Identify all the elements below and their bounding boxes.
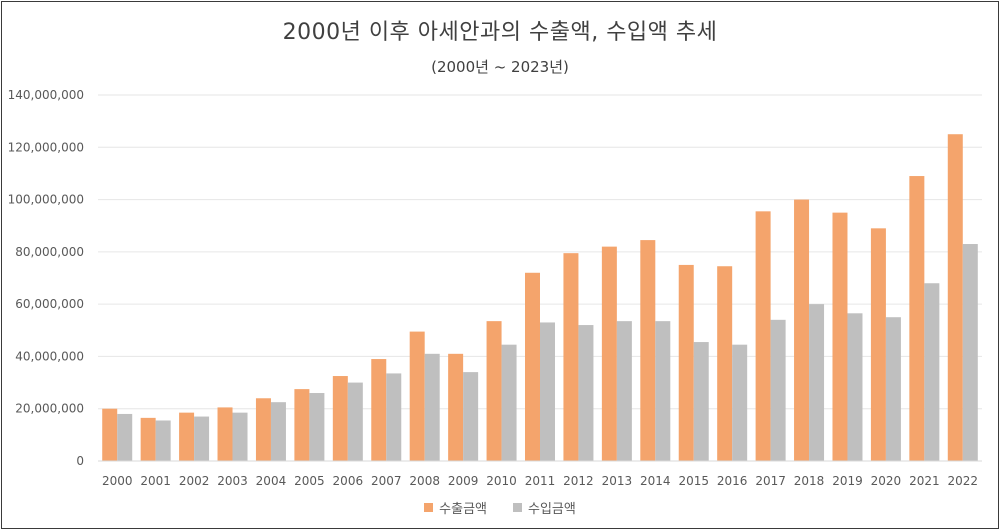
y-tick-label: 100,000,000 (8, 193, 84, 207)
legend-swatch-export (424, 503, 434, 512)
x-tick-label: 2022 (948, 474, 979, 488)
bar-export (909, 176, 925, 462)
bar-import (270, 402, 286, 461)
bar-import (347, 382, 363, 461)
legend-item-export: 수출금액 (424, 498, 487, 517)
x-tick-label: 2008 (409, 474, 440, 488)
legend-item-import: 수입금액 (513, 498, 576, 517)
bar-export (678, 264, 694, 461)
bar-import (578, 325, 594, 461)
x-tick-label: 2006 (333, 474, 364, 488)
bar-import (117, 413, 133, 461)
chart-legend: 수출금액 수입금액 (0, 498, 1000, 517)
bar-export (870, 228, 886, 461)
x-tick-label: 2004 (256, 474, 287, 488)
x-tick-label: 2000 (102, 474, 133, 488)
bar-export (832, 212, 848, 461)
bar-import (155, 420, 171, 461)
x-tick-label: 2021 (909, 474, 940, 488)
bar-export (717, 266, 733, 461)
chart-subtitle: (2000년 ~ 2023년) (431, 58, 569, 76)
bar-import (194, 416, 210, 461)
bar-export (486, 321, 502, 461)
bar-import (501, 344, 517, 461)
y-tick-label: 120,000,000 (8, 140, 84, 154)
x-tick-label: 2005 (294, 474, 325, 488)
bar-export (563, 253, 579, 461)
bar-export (294, 389, 310, 461)
bar-import (809, 304, 825, 461)
x-tick-label: 2015 (678, 474, 709, 488)
bar-import (924, 283, 940, 461)
x-tick-label: 2013 (602, 474, 633, 488)
bar-import (885, 317, 901, 461)
x-tick-label: 2001 (140, 474, 171, 488)
bar-import (463, 372, 479, 461)
bar-import (655, 321, 671, 461)
x-tick-label: 2003 (217, 474, 248, 488)
legend-label-export: 수출금액 (439, 502, 487, 517)
x-tick-label: 2014 (640, 474, 671, 488)
bar-export (448, 353, 464, 461)
bar-import (962, 244, 978, 461)
bar-export (601, 246, 617, 461)
y-tick-label: 140,000,000 (8, 88, 84, 102)
x-tick-label: 2002 (179, 474, 210, 488)
bar-export (640, 240, 656, 461)
legend-swatch-import (513, 503, 522, 512)
bar-export (371, 359, 387, 461)
chart-title: 2000년 이후 아세안과의 수출액, 수입액 추세 (282, 20, 718, 45)
bar-export (140, 417, 156, 461)
bar-import (732, 344, 748, 461)
bar-import (386, 373, 402, 461)
bar-import (540, 322, 555, 461)
y-tick-label: 40,000,000 (15, 349, 84, 363)
x-tick-label: 2016 (717, 474, 748, 488)
bar-export (255, 398, 271, 461)
bar-export (525, 272, 540, 461)
x-tick-label: 2019 (832, 474, 863, 488)
bar-export (179, 412, 195, 461)
y-tick-label: 0 (76, 454, 84, 468)
bar-export (755, 211, 771, 461)
x-tick-label: 2009 (448, 474, 479, 488)
bar-import (847, 313, 863, 461)
bar-export (794, 199, 810, 462)
x-tick-label: 2017 (755, 474, 786, 488)
bar-export (409, 331, 425, 461)
bar-import (424, 353, 440, 461)
bar-export (332, 376, 348, 461)
bar-import (770, 319, 786, 461)
y-tick-label: 60,000,000 (15, 297, 84, 311)
legend-label-import: 수입금액 (528, 502, 576, 517)
bar-export (102, 408, 118, 461)
bar-import (616, 321, 632, 461)
x-tick-label: 2011 (525, 474, 556, 488)
x-tick-label: 2012 (563, 474, 594, 488)
x-tick-label: 2010 (486, 474, 517, 488)
bar-import (309, 393, 325, 461)
x-tick-label: 2018 (794, 474, 825, 488)
x-tick-label: 2020 (871, 474, 902, 488)
x-tick-label: 2007 (371, 474, 402, 488)
y-tick-label: 20,000,000 (15, 402, 84, 416)
bar-export (217, 407, 233, 461)
bar-import (232, 412, 248, 461)
y-tick-label: 80,000,000 (15, 245, 84, 259)
bar-import (693, 342, 709, 461)
bar-export (947, 134, 963, 461)
